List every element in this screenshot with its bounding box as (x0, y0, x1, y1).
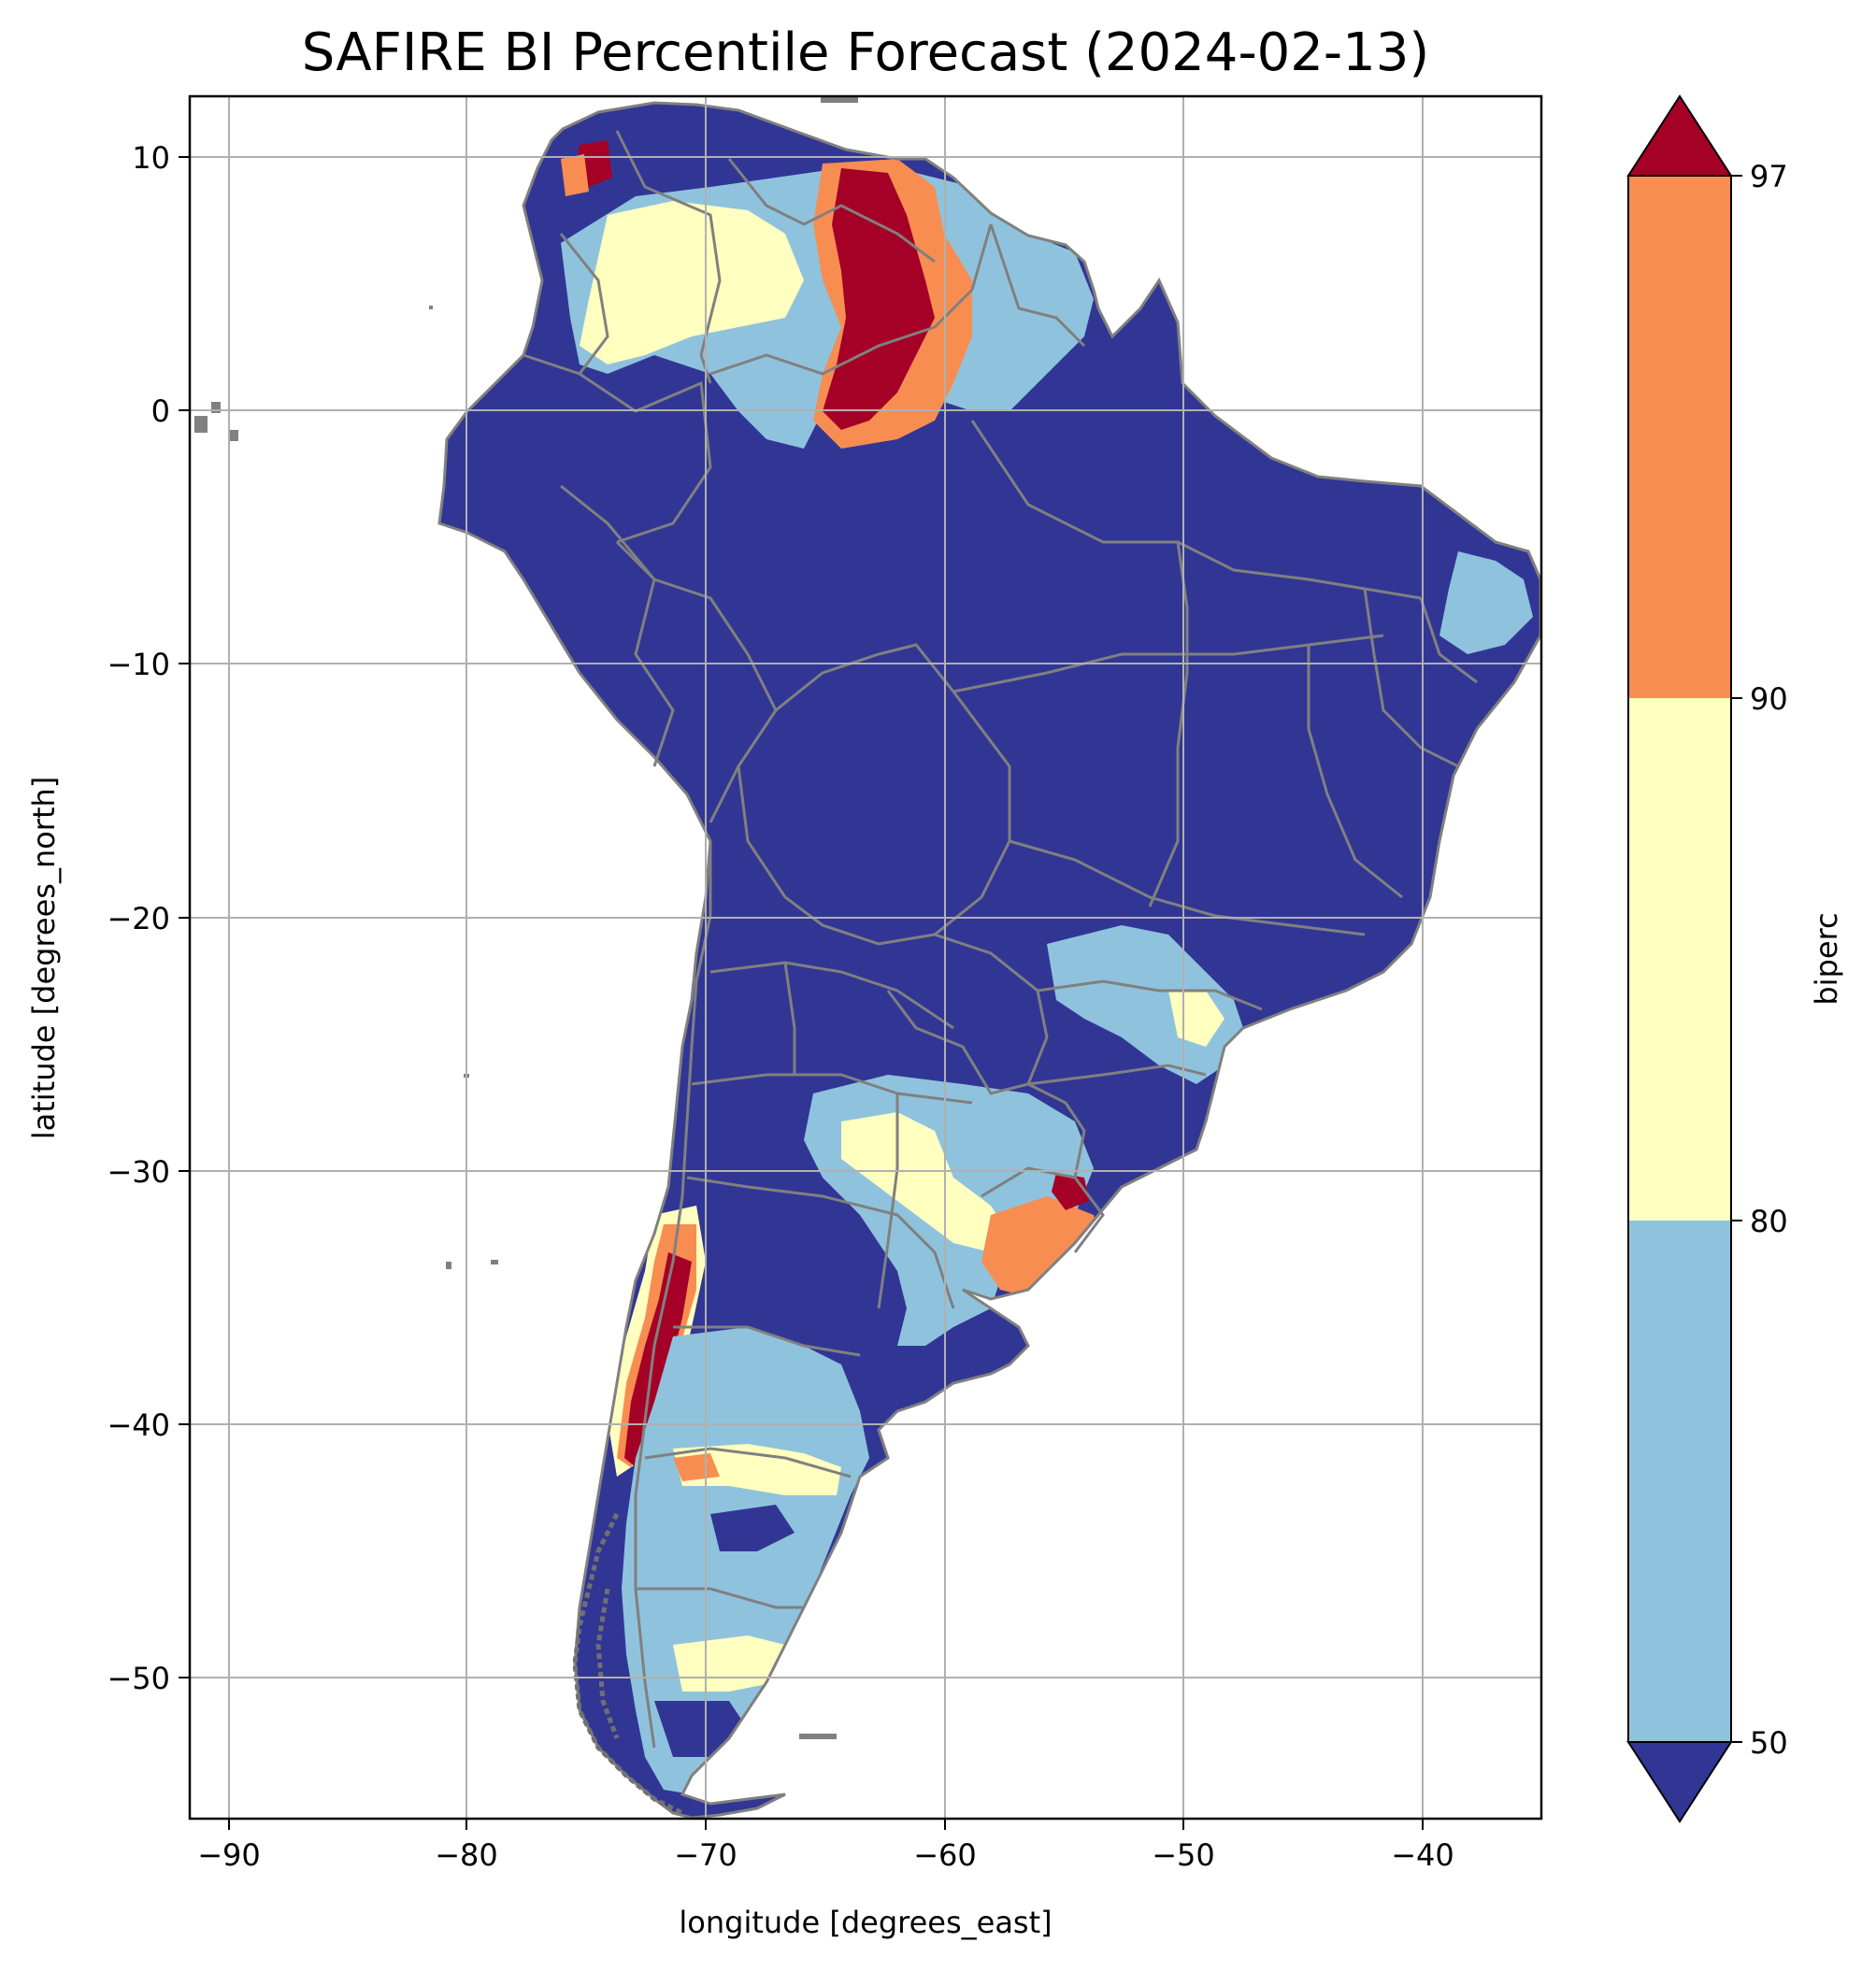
x-axis-label: longitude [degrees_east] (679, 1905, 1052, 1940)
border-arg-provinces-2 (691, 1073, 973, 1105)
y-tick-label: −30 (107, 1154, 170, 1190)
island-galapagos-3 (229, 430, 238, 441)
patch-ne-arg-yellow (841, 1112, 1010, 1252)
patch-red-venezuela (823, 168, 935, 430)
coastline (437, 101, 1541, 1819)
island-malpelo (429, 306, 433, 309)
border-venezuela-states (727, 158, 936, 264)
patch-chile-red (624, 1252, 692, 1467)
colorbar-band-90-97 (1628, 176, 1731, 698)
island-galapagos-2 (211, 402, 221, 413)
axes-frame (188, 94, 1543, 1821)
border-venezuela-brazil (709, 223, 993, 376)
border-brazil-states-5 (1307, 645, 1403, 899)
border-guyana (989, 223, 1086, 348)
island-caribbean-1 (821, 96, 858, 103)
border-arg-provinces-5 (644, 1447, 852, 1478)
map-canvas (190, 96, 1541, 1819)
border-argentina-brazil (1027, 1082, 1086, 1178)
border-brazil-states-6 (1037, 979, 1263, 1011)
percentile-patches (561, 140, 1533, 1794)
y-tick-label: 10 (132, 140, 170, 176)
patch-patagonia-dark-1 (710, 1505, 795, 1551)
patch-orange-colombia-north (561, 154, 589, 196)
colorbar-tick-label: 97 (1750, 159, 1788, 194)
y-tick-label: −40 (107, 1407, 170, 1443)
colorbar-extend-max (1626, 94, 1733, 177)
fjord-islands (572, 1512, 684, 1816)
colorbar-extend-min (1626, 1741, 1733, 1823)
colorbar-band-50-80 (1628, 1221, 1731, 1742)
colorbar-tick-label: 80 (1750, 1204, 1788, 1239)
border-brazil-states-7 (1027, 1064, 1207, 1086)
patch-patagonia-blue (622, 1327, 869, 1794)
colorbar-band-80-90 (1628, 698, 1731, 1221)
island-juan-fernandez-1 (446, 1262, 451, 1269)
x-tick-label: −50 (1152, 1837, 1215, 1873)
patch-ne-brazil (1439, 551, 1533, 654)
colorbar: 97 90 80 50 biperc (1626, 94, 1844, 1823)
border-brazil-states-1 (970, 420, 1422, 600)
border-colombia-venezuela (615, 130, 722, 384)
gridlines (190, 96, 1541, 1819)
island-galapagos-1 (194, 416, 208, 433)
colorbar-label: biperc (1809, 912, 1844, 1005)
y-tick-label: −10 (107, 647, 170, 682)
border-brazil-states-8 (1363, 588, 1459, 768)
map-title: SAFIRE BI Percentile Forecast (2024-02-1… (302, 22, 1429, 83)
admin-borders (437, 101, 1541, 1819)
x-tick-label: −90 (197, 1837, 261, 1873)
patch-patagonia-yellow-2 (673, 1635, 785, 1692)
island-juan-fernandez-2 (491, 1260, 498, 1264)
colorbar-frame (1627, 175, 1732, 1743)
border-bolivia (737, 643, 1011, 946)
x-tick-label: −80 (435, 1837, 498, 1873)
y-axis: 10 0 −10 −20 −30 −40 −50 latitude [degre… (26, 140, 190, 1696)
border-arg-provinces-6 (636, 1587, 804, 1609)
border-colombia-depts (559, 233, 609, 375)
patch-patagonia-orange (673, 1453, 720, 1481)
patch-yellow-llanos (580, 201, 804, 364)
y-tick-label: −20 (107, 901, 170, 936)
island-chain-1 (572, 1512, 684, 1816)
border-arg-provinces-3 (686, 1176, 955, 1309)
y-tick-label: −50 (107, 1661, 170, 1696)
x-tick-label: −60 (913, 1837, 977, 1873)
colorbar-tick-label: 90 (1750, 681, 1788, 717)
border-arg-provinces-1 (709, 961, 954, 1030)
border-arg-provinces-7 (877, 1093, 899, 1309)
offshore-islands (194, 96, 858, 1739)
border-arg-provinces-8 (783, 962, 796, 1075)
y-axis-label: latitude [degrees_north] (26, 777, 62, 1140)
patch-patagonia-yellow-1 (673, 1444, 841, 1495)
x-tick-label: −70 (674, 1837, 738, 1873)
border-brazil-states-9 (1419, 597, 1478, 684)
x-tick-label: −40 (1391, 1837, 1454, 1873)
x-axis: −90 −80 −70 −60 −50 −40 longitude [degre… (197, 1819, 1454, 1940)
y-tick-label: 0 (151, 393, 170, 429)
border-arg-provinces-4 (673, 1325, 861, 1357)
colorbar-tick-label: 50 (1750, 1725, 1788, 1761)
border-peru-regions (560, 484, 675, 767)
island-chain-2 (595, 1588, 620, 1739)
border-uruguay (981, 1166, 1105, 1253)
island-falklands (799, 1734, 837, 1739)
patch-se-brazil (1047, 925, 1243, 1084)
